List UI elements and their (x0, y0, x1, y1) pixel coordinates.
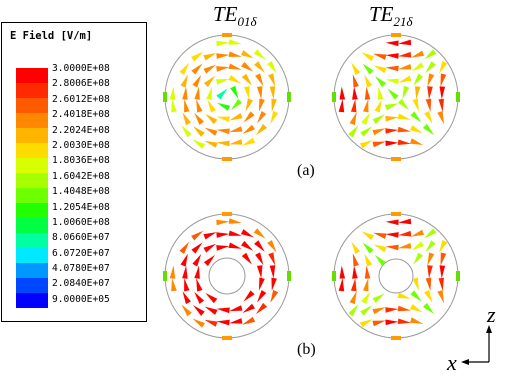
legend-value: 2.0840E+07 (52, 278, 110, 290)
legend-swatch (16, 263, 48, 278)
legend-swatch (16, 143, 48, 158)
legend-swatch (16, 203, 48, 218)
legend-value: 8.0660E+07 (52, 232, 110, 244)
x-axis-label: x (447, 350, 457, 375)
legend-swatch (16, 98, 48, 113)
legend-value: 2.0030E+08 (52, 139, 110, 151)
legend-value: 4.0780E+07 (52, 263, 110, 275)
legend-value: 1.4048E+08 (52, 186, 110, 198)
legend-swatch (16, 248, 48, 263)
mode-base: TE (213, 2, 238, 26)
legend-swatch (16, 293, 48, 308)
axes-indicator (461, 325, 492, 365)
legend-swatch (16, 113, 48, 128)
disk-te21-b (332, 212, 460, 340)
color-scale-bar (16, 68, 48, 328)
z-axis-label: z (487, 302, 496, 327)
mode-base: TE (369, 2, 394, 26)
legend-swatch (16, 218, 48, 233)
color-scale-labels: 3.0000E+08 2.8006E+08 2.6012E+08 2.4018E+08… (52, 61, 146, 307)
legend-value: 1.6042E+08 (52, 170, 110, 182)
legend-value: 1.8036E+08 (52, 155, 110, 167)
legend-value: 2.4018E+08 (52, 109, 110, 121)
disk-te01-a (163, 33, 291, 161)
panel-label-b: (b) (297, 341, 316, 358)
legend-swatch (16, 158, 48, 173)
legend-swatch (16, 68, 48, 83)
disk-te01-b (163, 212, 291, 340)
legend-swatch (16, 188, 48, 203)
legend-value: 2.6012E+08 (52, 93, 110, 105)
legend-value: 2.2024E+08 (52, 124, 110, 136)
legend-value: 2.8006E+08 (52, 78, 110, 90)
mode-label-te21: TE21δ (369, 2, 413, 30)
legend-value: 6.0720E+07 (52, 247, 110, 259)
legend-swatch (16, 233, 48, 248)
disk-te21-a (332, 33, 460, 161)
legend-value: 1.0060E+08 (52, 216, 110, 228)
legend-title: E Field [V/m] (10, 30, 93, 42)
panel-label-a: (a) (297, 162, 315, 179)
legend-value: 9.0000E+05 (52, 293, 110, 305)
legend-swatch (16, 83, 48, 98)
legend-swatch (16, 278, 48, 293)
mode-label-te01: TE01δ (213, 2, 257, 30)
legend-value: 3.0000E+08 (52, 63, 110, 74)
mode-subscript: 01δ (237, 14, 257, 30)
mode-subscript: 21δ (393, 14, 413, 30)
legend-swatch (16, 173, 48, 188)
field-legend: E Field [V/m] 3.0000E+08 2.8006E+08 2.6012… (1, 22, 147, 322)
legend-swatch (16, 128, 48, 143)
legend-value: 1.2054E+08 (52, 201, 110, 213)
